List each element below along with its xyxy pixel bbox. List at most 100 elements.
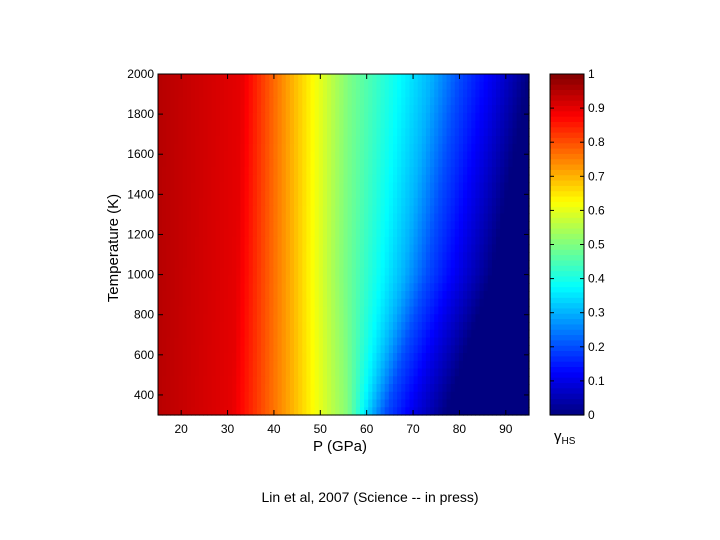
heatmap-cell [409, 136, 415, 145]
heatmap-cell [475, 260, 481, 269]
heatmap-cell [331, 252, 336, 261]
heatmap-cell [310, 368, 316, 377]
heatmap-cell [405, 143, 411, 153]
caption: Lin et al, 2007 (Science -- in press) [261, 489, 479, 505]
heatmap-cell [500, 337, 505, 346]
heatmap-cell [273, 159, 279, 168]
heatmap-cell [405, 89, 411, 98]
heatmap-cell [256, 252, 262, 261]
heatmap-cell [479, 221, 485, 230]
heatmap-cell [265, 337, 270, 346]
heatmap-cell [500, 244, 505, 253]
heatmap-cell [248, 275, 254, 284]
heatmap-cell [397, 353, 402, 362]
heatmap-cell [384, 190, 390, 199]
heatmap-cell [211, 391, 217, 401]
heatmap-cell [207, 112, 213, 122]
heatmap-cell [322, 236, 328, 246]
heatmap-cell [430, 353, 435, 362]
heatmap-cell [219, 128, 225, 137]
heatmap-cell [380, 213, 386, 222]
heatmap-cell [343, 105, 349, 114]
heatmap-cell [347, 167, 353, 176]
heatmap-cell [372, 314, 378, 323]
heatmap-cell [388, 97, 394, 106]
heatmap-cell [331, 182, 336, 191]
heatmap-cell [376, 174, 382, 184]
heatmap-cell [285, 198, 291, 207]
heatmap-cell [339, 151, 345, 160]
heatmap-cell [178, 329, 184, 339]
heatmap-cell [351, 275, 357, 284]
heatmap-cell [487, 205, 493, 215]
colorbar-segment [550, 84, 584, 91]
heatmap-cell [318, 391, 324, 401]
heatmap-cell [182, 314, 188, 323]
heatmap-cell [322, 112, 328, 122]
heatmap-cell [236, 407, 242, 416]
heatmap-cell [467, 391, 472, 401]
heatmap-cell [186, 167, 192, 176]
heatmap-cell [294, 74, 299, 83]
heatmap-cell [199, 360, 204, 370]
heatmap-cell [446, 213, 452, 222]
heatmap-cell [170, 229, 176, 238]
heatmap-cell [434, 345, 439, 354]
heatmap-cell [500, 376, 505, 385]
heatmap-cell [438, 291, 444, 300]
heatmap-cell [504, 337, 509, 346]
heatmap-cell [516, 105, 522, 114]
heatmap-cell [343, 391, 349, 401]
heatmap-cell [174, 329, 180, 339]
heatmap-cell [450, 337, 456, 346]
heatmap-cell [520, 267, 526, 277]
heatmap-cell [203, 236, 209, 246]
heatmap-cell [359, 120, 365, 129]
heatmap-cell [376, 407, 382, 416]
heatmap-cell [463, 384, 468, 393]
heatmap-cell [182, 136, 188, 145]
heatmap-cell [174, 407, 180, 416]
heatmap-cell [298, 97, 303, 106]
heatmap-cell [454, 283, 460, 292]
heatmap-cell [310, 399, 316, 408]
heatmap-cell [289, 159, 295, 168]
heatmap-cell [343, 384, 349, 393]
heatmap-cell [269, 97, 275, 106]
heatmap-cell [248, 236, 254, 246]
heatmap-cell [273, 236, 279, 246]
heatmap-cell [335, 283, 340, 292]
heatmap-cell [475, 275, 481, 284]
heatmap-cell [182, 174, 188, 184]
heatmap-cell [483, 337, 489, 346]
heatmap-cell [343, 74, 349, 83]
heatmap-cell [425, 182, 431, 191]
heatmap-cell [211, 213, 217, 222]
heatmap-cell [265, 376, 270, 385]
heatmap-cell [508, 260, 514, 269]
heatmap-cell [516, 112, 522, 122]
heatmap-cell [500, 182, 505, 191]
heatmap-cell [454, 120, 460, 129]
heatmap-cell [372, 337, 378, 346]
heatmap-cell [454, 151, 460, 160]
heatmap-cell [298, 198, 303, 207]
heatmap-cell [211, 399, 217, 408]
heatmap-cell [520, 298, 526, 308]
heatmap-cell [170, 267, 176, 277]
heatmap-cell [512, 275, 518, 284]
heatmap-cell [392, 329, 398, 339]
heatmap-cell [475, 376, 481, 385]
heatmap-cell [252, 198, 258, 207]
heatmap-cell [269, 267, 275, 277]
heatmap-cell [343, 360, 349, 370]
heatmap-cell [364, 267, 369, 277]
heatmap-cell [158, 182, 163, 191]
heatmap-cell [372, 329, 378, 339]
heatmap-cell [351, 329, 357, 339]
heatmap-cell [166, 283, 171, 292]
heatmap-cell [203, 384, 209, 393]
heatmap-cell [277, 345, 283, 354]
heatmap-cell [524, 322, 530, 331]
